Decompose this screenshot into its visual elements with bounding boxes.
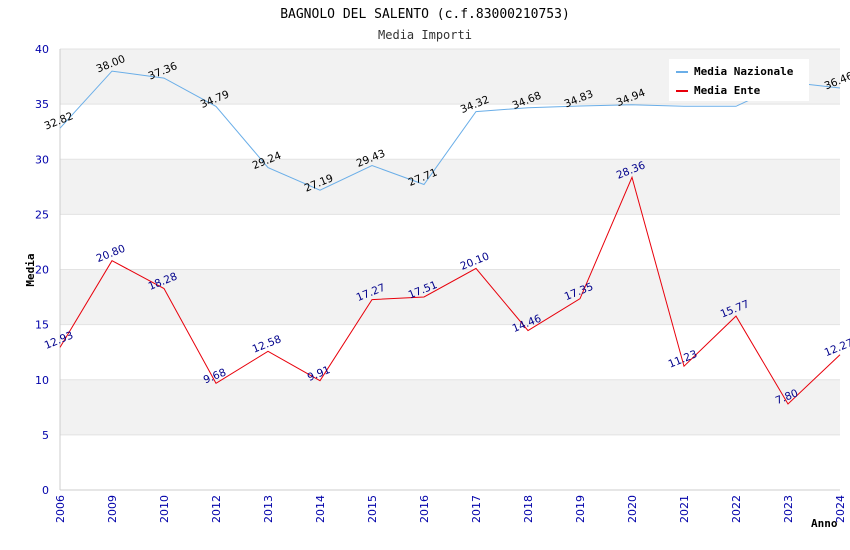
series-line-media-ente bbox=[59, 175, 841, 405]
grid-band bbox=[60, 159, 840, 215]
x-tick-label: 2022 bbox=[730, 495, 743, 523]
grid-band bbox=[60, 379, 840, 435]
y-tick-label: 5 bbox=[42, 429, 49, 442]
y-tick-label: 0 bbox=[42, 484, 49, 497]
x-tick-label: 2017 bbox=[470, 495, 483, 523]
x-tick-label: 2016 bbox=[418, 495, 431, 523]
axes bbox=[59, 49, 840, 491]
y-tick-label: 20 bbox=[35, 264, 49, 277]
x-tick-label: 2023 bbox=[782, 495, 795, 523]
chart-title: BAGNOLO DEL SALENTO (c.f.83000210753) bbox=[280, 7, 570, 22]
x-axis-ticks: 2006 2009 2010 2012 2013 2014 2015 2016 2017 2018… bbox=[54, 495, 847, 523]
y-tick-label: 35 bbox=[35, 98, 49, 111]
data-label: 32.82 bbox=[43, 110, 75, 132]
x-tick-label: 2024 bbox=[834, 495, 847, 523]
x-tick-label: 2021 bbox=[678, 495, 691, 523]
x-axis-label: Anno bbox=[811, 517, 838, 530]
chart-subtitle: Media Importi bbox=[378, 28, 472, 42]
y-tick-label: 10 bbox=[35, 374, 49, 387]
x-tick-label: 2010 bbox=[158, 495, 171, 523]
x-tick-label: 2015 bbox=[366, 495, 379, 523]
x-tick-label: 2013 bbox=[262, 495, 275, 523]
y-tick-label: 30 bbox=[35, 153, 49, 166]
series-line-media-nazionale bbox=[59, 70, 841, 191]
y-tick-label: 40 bbox=[35, 43, 49, 56]
data-label: 12.93 bbox=[43, 329, 75, 351]
x-tick-label: 2006 bbox=[54, 495, 67, 523]
x-tick-label: 2009 bbox=[106, 495, 119, 523]
grid-lines bbox=[60, 48, 840, 436]
grid-band bbox=[60, 269, 840, 325]
x-tick-label: 2019 bbox=[574, 495, 587, 523]
series-lines bbox=[59, 70, 841, 405]
y-axis-label: Media bbox=[24, 253, 37, 286]
chart-legend: Media Nazionale Media Ente bbox=[669, 59, 809, 101]
x-tick-label: 2018 bbox=[522, 495, 535, 523]
data-label: 12.27 bbox=[823, 337, 850, 359]
x-tick-label: 2014 bbox=[314, 495, 327, 523]
grid-bands bbox=[60, 49, 840, 435]
y-tick-label: 15 bbox=[35, 319, 49, 332]
x-tick-label: 2012 bbox=[210, 495, 223, 523]
legend-box bbox=[669, 59, 809, 101]
y-axis-ticks: 0 5 10 15 20 25 30 35 40 bbox=[35, 43, 49, 497]
legend-label-media-ente: Media Ente bbox=[694, 84, 761, 97]
y-tick-label: 25 bbox=[35, 208, 49, 221]
legend-label-media-nazionale: Media Nazionale bbox=[694, 65, 794, 78]
x-tick-label: 2020 bbox=[626, 495, 639, 523]
data-label: 11.23 bbox=[667, 348, 699, 370]
